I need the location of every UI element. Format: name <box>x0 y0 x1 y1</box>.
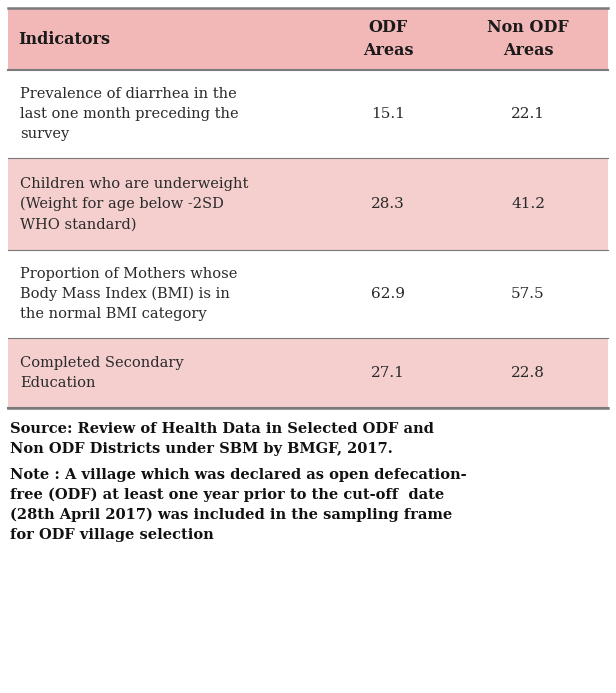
Bar <box>8 338 608 408</box>
Text: Children who are underweight
(Weight for age below -2SD
WHO standard): Children who are underweight (Weight for… <box>20 177 248 231</box>
Text: Completed Secondary
Education: Completed Secondary Education <box>20 356 184 390</box>
Bar <box>8 250 608 338</box>
Text: 15.1: 15.1 <box>371 107 405 121</box>
Bar <box>8 70 608 158</box>
Text: 62.9: 62.9 <box>371 287 405 301</box>
Text: 22.8: 22.8 <box>511 366 545 380</box>
Text: Source: Review of Health Data in Selected ODF and
Non ODF Districts under SBM by: Source: Review of Health Data in Selecte… <box>10 422 434 455</box>
Text: 28.3: 28.3 <box>371 197 405 211</box>
Text: 57.5: 57.5 <box>511 287 545 301</box>
Text: Non ODF
Areas: Non ODF Areas <box>487 19 569 59</box>
Text: Prevalence of diarrhea in the
last one month preceding the
survey: Prevalence of diarrhea in the last one m… <box>20 87 238 141</box>
Text: 22.1: 22.1 <box>511 107 545 121</box>
Text: Indicators: Indicators <box>18 30 110 48</box>
Text: 41.2: 41.2 <box>511 197 545 211</box>
Bar <box>8 158 608 250</box>
Text: 27.1: 27.1 <box>371 366 405 380</box>
Text: ODF
Areas: ODF Areas <box>363 19 413 59</box>
Bar <box>8 8 608 70</box>
Text: Note : A village which was declared as open defecation-
free (ODF) at least one : Note : A village which was declared as o… <box>10 468 467 542</box>
Text: Proportion of Mothers whose
Body Mass Index (BMI) is in
the normal BMI category: Proportion of Mothers whose Body Mass In… <box>20 267 237 322</box>
